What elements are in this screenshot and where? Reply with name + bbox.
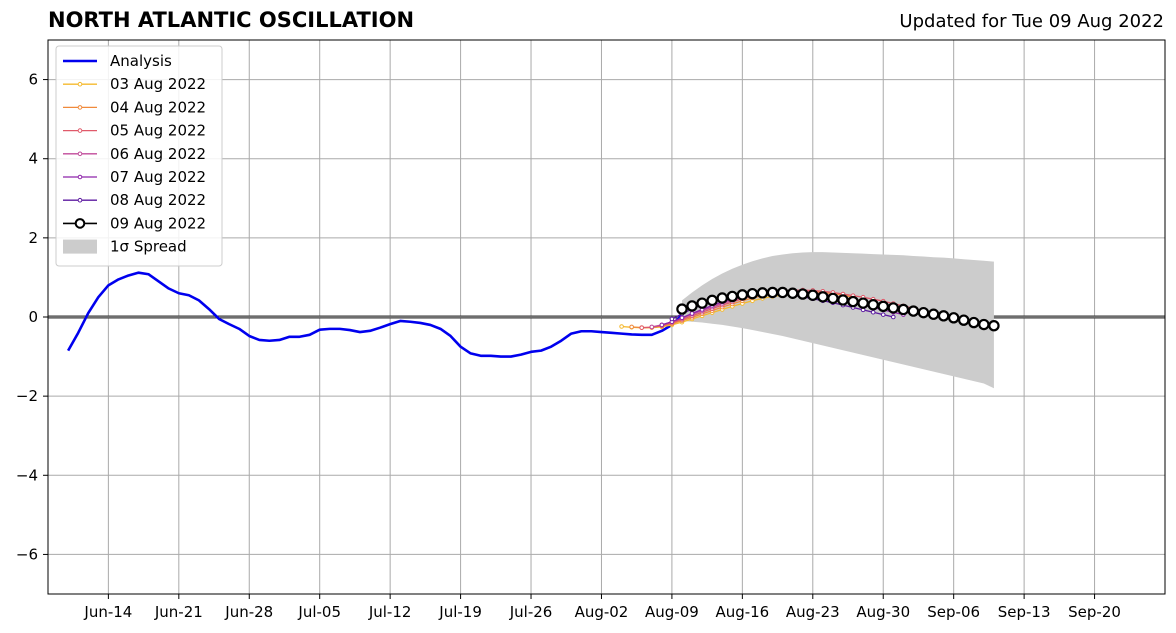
spread-layer <box>681 252 994 389</box>
legend-marker <box>77 128 83 133</box>
forecast-point <box>847 295 859 308</box>
legend-label: 08 Aug 2022 <box>110 191 206 209</box>
forecast-point <box>619 324 624 329</box>
forecast-point <box>776 286 789 299</box>
forecast-point <box>696 297 708 309</box>
chart-subtitle: Updated for Tue 09 Aug 2022 <box>899 11 1164 32</box>
forecast-point <box>887 302 899 314</box>
legend-box <box>55 45 223 267</box>
y-tick-label: −2 <box>16 387 38 405</box>
forecast-point <box>669 316 675 322</box>
forecast-point <box>857 297 869 309</box>
legend-marker <box>77 81 83 87</box>
legend-label: 05 Aug 2022 <box>110 122 206 140</box>
forecast-point <box>686 300 698 312</box>
legend-label: 07 Aug 2022 <box>110 168 206 186</box>
forecast-point <box>629 324 634 330</box>
y-tick-label: −6 <box>16 545 38 563</box>
forecast-point <box>706 294 718 307</box>
x-tick-label: Jun-28 <box>224 603 273 621</box>
forecast-point <box>659 322 665 328</box>
forecast-point <box>880 312 886 317</box>
x-tick-label: Sep-20 <box>1068 603 1121 621</box>
forecast-point <box>726 290 738 303</box>
x-tick-label: Jul-26 <box>509 603 553 621</box>
forecast-point <box>716 292 728 304</box>
forecast-point <box>937 310 950 322</box>
forecast-point <box>736 289 749 301</box>
x-tick-label: Jul-12 <box>368 603 412 621</box>
legend-handle <box>63 239 97 254</box>
grid-layer <box>48 40 1165 594</box>
forecast-point <box>756 287 769 299</box>
forecast-point <box>978 318 990 331</box>
y-tick-label: −4 <box>16 466 38 484</box>
forecast-point <box>649 324 655 330</box>
plot-frame <box>47 39 1166 595</box>
forecast-point <box>927 308 940 320</box>
forecast-point <box>827 292 839 305</box>
y-tick-label: 0 <box>28 308 38 326</box>
axes-layer: Jun-14 Jun-21 Jun-28 Jul-05 Jul-12 Jul-19 Jul-… <box>16 39 1166 621</box>
x-tick-label: Jun-21 <box>154 603 203 621</box>
x-tick-label: Sep-13 <box>998 603 1051 621</box>
forecast-point <box>877 300 889 313</box>
y-tick-label: 6 <box>28 71 38 89</box>
x-tick-label: Aug-23 <box>786 603 840 621</box>
forecast-point <box>786 287 799 299</box>
forecast-point <box>897 303 910 316</box>
x-tick-label: Jul-05 <box>297 603 341 621</box>
legend-marker <box>77 151 83 157</box>
forecast-point <box>867 299 879 311</box>
chart-legend: Analysis 03 Aug 2022 04 Aug 2022 05 Aug 202… <box>55 45 223 267</box>
forecast-point <box>817 291 829 303</box>
forecast-point <box>917 306 930 319</box>
forecast-point <box>676 303 688 315</box>
legend-marker <box>77 197 83 203</box>
forecast-point <box>968 316 980 329</box>
analysis-layer <box>66 271 683 358</box>
x-tick-label: Jul-19 <box>438 603 482 621</box>
x-tick-label: Aug-09 <box>645 603 699 621</box>
legend-label: 03 Aug 2022 <box>110 75 206 93</box>
forecast-point <box>988 320 1000 332</box>
x-tick-label: Aug-16 <box>715 603 769 621</box>
forecast-point <box>766 286 779 299</box>
legend-label: 09 Aug 2022 <box>110 214 206 232</box>
chart-title: NORTH ATLANTIC OSCILLATION <box>48 8 415 32</box>
x-tick-label: Aug-02 <box>575 603 629 621</box>
legend-label: 1σ Spread <box>110 238 187 256</box>
legend-label: Analysis <box>110 52 172 70</box>
forecast-point <box>947 312 960 324</box>
forecast-point <box>870 309 876 315</box>
y-tick-label: 4 <box>28 150 38 168</box>
forecast-point <box>890 314 896 320</box>
y-tick-label: 2 <box>28 229 38 247</box>
legend-marker <box>77 105 83 110</box>
x-tick-label: Sep-06 <box>927 603 980 621</box>
x-tick-label: Jun-14 <box>83 603 132 621</box>
series-layer <box>619 286 1000 332</box>
forecast-point <box>689 311 695 316</box>
forecast-point <box>837 294 849 306</box>
forecast-point <box>958 314 970 326</box>
legend-label: 06 Aug 2022 <box>110 145 206 163</box>
legend-marker <box>74 218 86 229</box>
spread-band <box>681 252 994 389</box>
forecast-point <box>746 287 759 300</box>
forecast-point <box>807 289 819 301</box>
legend-label: 04 Aug 2022 <box>110 98 206 116</box>
x-tick-label: Aug-30 <box>856 603 910 621</box>
forecast-point <box>639 325 645 330</box>
legend-marker <box>77 174 83 180</box>
forecast-point <box>679 315 685 321</box>
forecast-point <box>797 288 809 300</box>
forecast-point <box>907 305 920 317</box>
analysis-line <box>66 271 683 358</box>
